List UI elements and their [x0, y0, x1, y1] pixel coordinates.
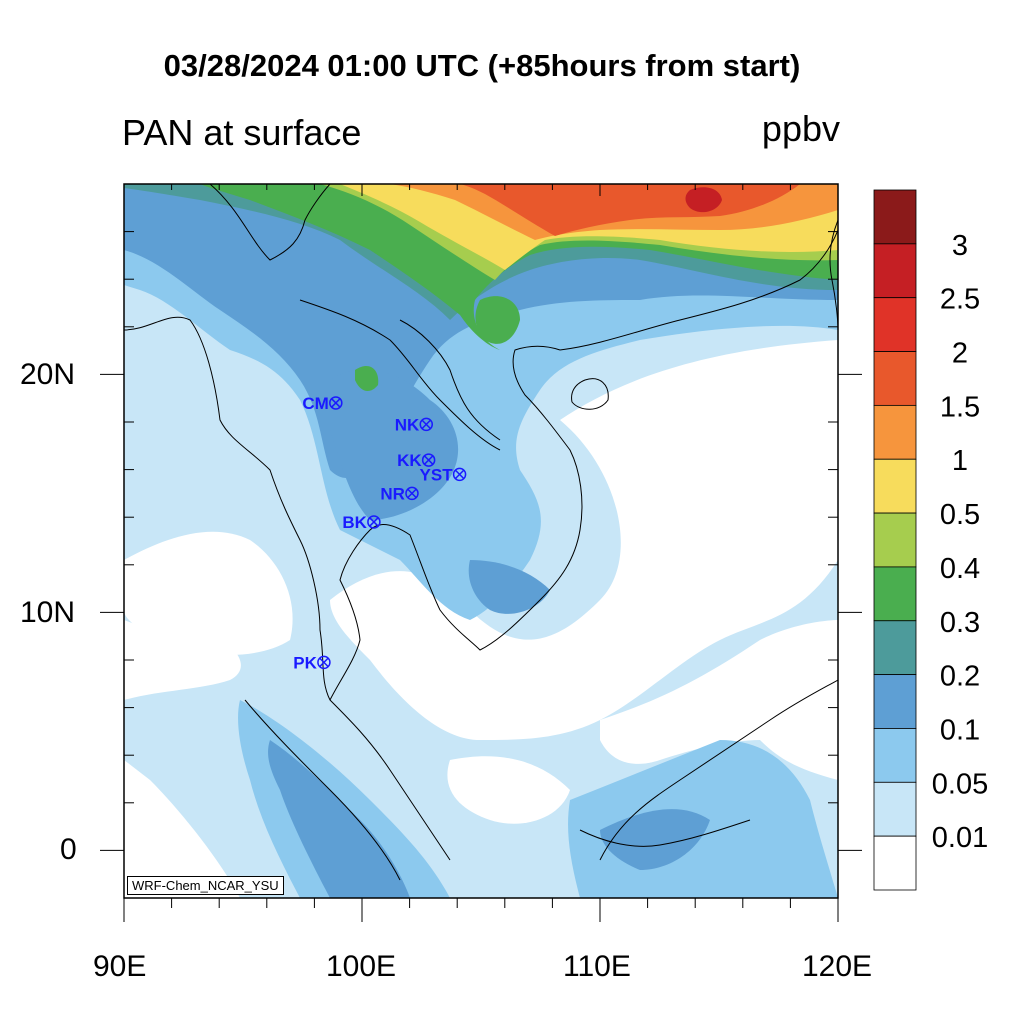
legend-label: 0.05: [932, 768, 988, 800]
legend-label: 0.1: [940, 714, 980, 746]
station-marker-icon: [419, 417, 434, 432]
station-marker-icon: [367, 515, 381, 529]
station-cross: [421, 419, 431, 429]
y-tick-label: 20N: [20, 358, 76, 391]
legend-label: 0.3: [940, 607, 980, 639]
legend-label: 2: [952, 338, 968, 370]
legend-swatch: [873, 404, 917, 460]
coastlines: [124, 184, 838, 881]
station-label: KK: [397, 451, 422, 470]
x-tick-label: 100E: [326, 950, 397, 983]
station-cross: [424, 455, 434, 465]
station-cross: [407, 488, 417, 498]
legend-label: 3: [952, 230, 968, 262]
concentration-field: [124, 184, 838, 898]
station-nk: NK: [395, 415, 434, 434]
map-frame: [123, 183, 839, 899]
station-label: NR: [380, 484, 405, 503]
legend-swatch: [873, 781, 917, 837]
station-cross: [319, 657, 329, 667]
y-tick-label: 10N: [20, 596, 76, 629]
color-legend: 3 2.5 2 1.5 1 0.5 0.4 0.3 0.2 0.1 0.05 0.01: [873, 189, 988, 891]
model-credit: WRF-Chem_NCAR_YSU: [127, 876, 284, 895]
station-marker-icon: [405, 486, 419, 501]
legend-swatch: [873, 512, 917, 568]
variable-label: PAN at surface: [122, 112, 362, 153]
x-tick-label: 120E: [802, 950, 873, 983]
legend-label: 0.5: [940, 499, 980, 531]
legend-swatch: [873, 297, 917, 352]
station-pk: PK: [293, 653, 331, 672]
units-label: ppbv: [761, 108, 840, 149]
legend-label: 2.5: [940, 284, 980, 316]
legend-swatch: [873, 189, 917, 245]
station-cross: [369, 517, 379, 527]
station-label: NK: [395, 415, 420, 434]
axis-ticks: [100, 183, 862, 922]
station-label: PK: [293, 653, 317, 672]
station-marker-icon: [329, 396, 343, 410]
station-label: CM: [302, 394, 328, 413]
station-kk: KK: [397, 451, 436, 470]
station-bk: BK: [342, 513, 381, 532]
legend-swatch: [873, 243, 917, 299]
station-label: YST: [420, 465, 454, 484]
legend-swatch: [873, 728, 917, 783]
legend-swatch: [873, 674, 917, 729]
legend-swatch: [873, 835, 917, 891]
station-cross: [455, 469, 465, 479]
station-cm: CM: [302, 394, 343, 413]
station-marker-icon: [317, 655, 331, 670]
legend-swatch: [873, 351, 917, 406]
station-label: BK: [342, 513, 367, 532]
y-tick-label: 0: [60, 833, 77, 866]
legend-swatch: [873, 458, 917, 514]
legend-label: 0.2: [940, 661, 980, 693]
legend-label: 0.4: [940, 553, 980, 585]
x-tick-label: 90E: [93, 950, 147, 983]
station-marker-icon: [452, 467, 467, 482]
legend-label: 1.5: [940, 391, 980, 423]
map-title: 03/28/2024 01:00 UTC (+85hours from star…: [163, 48, 801, 83]
x-tick-label: 110E: [563, 950, 631, 983]
station-cross: [331, 398, 341, 408]
legend-label: 1: [952, 445, 968, 477]
station-nr: NR: [380, 484, 419, 503]
station-yst: YST: [420, 465, 467, 484]
legend-swatch: [873, 620, 917, 676]
station-marker-icon: [421, 453, 436, 467]
legend-swatch: [873, 566, 917, 622]
legend-label: 0.01: [932, 822, 988, 854]
